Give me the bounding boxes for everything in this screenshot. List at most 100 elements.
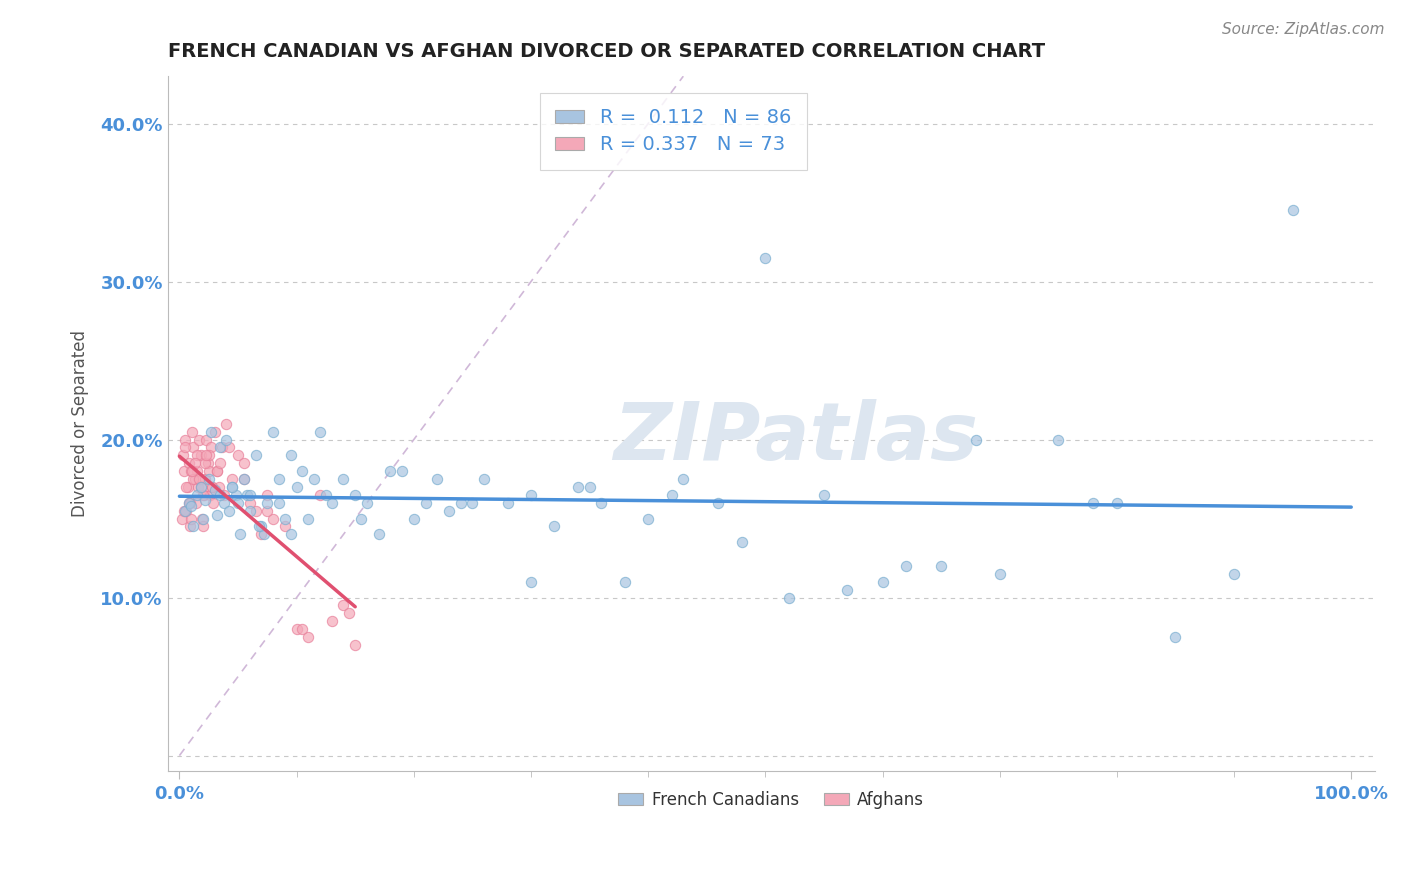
Point <box>170 511 193 525</box>
Point <box>402 511 425 525</box>
Point <box>661 488 683 502</box>
Point <box>461 496 484 510</box>
Point <box>172 449 194 463</box>
Point <box>321 496 343 510</box>
Point <box>280 449 302 463</box>
Point <box>190 449 212 463</box>
Legend: French Canadians, Afghans: French Canadians, Afghans <box>612 784 931 815</box>
Point <box>332 599 354 613</box>
Point <box>1281 203 1303 218</box>
Point <box>285 622 308 636</box>
Point <box>321 615 343 629</box>
Point <box>315 488 337 502</box>
Point <box>200 425 222 439</box>
Point <box>232 472 254 486</box>
Point <box>221 472 243 486</box>
Point <box>201 480 224 494</box>
Point <box>205 464 228 478</box>
Point <box>226 449 249 463</box>
Point <box>180 511 202 525</box>
Point <box>187 480 209 494</box>
Point <box>274 511 297 525</box>
Point <box>344 638 367 652</box>
Point <box>218 441 240 455</box>
Point <box>245 449 267 463</box>
Point <box>236 488 259 502</box>
Point <box>520 574 543 589</box>
Point <box>1164 630 1187 644</box>
Point <box>190 511 212 525</box>
Point <box>267 472 290 486</box>
Point <box>391 464 413 478</box>
Point <box>209 456 232 470</box>
Point <box>183 441 205 455</box>
Point <box>437 504 460 518</box>
Point <box>186 449 208 463</box>
Point <box>191 511 214 525</box>
Point <box>250 527 273 541</box>
Point <box>472 472 495 486</box>
Point <box>253 527 276 541</box>
Point <box>211 441 233 455</box>
Point <box>591 496 613 510</box>
Point <box>218 504 240 518</box>
Point <box>367 527 389 541</box>
Point <box>212 496 235 510</box>
Text: FRENCH CANADIAN VS AFGHAN DIVORCED OR SEPARATED CORRELATION CHART: FRENCH CANADIAN VS AFGHAN DIVORCED OR SE… <box>167 42 1045 61</box>
Point <box>450 496 472 510</box>
Point <box>637 511 659 525</box>
Point <box>197 456 219 470</box>
Point <box>180 464 202 478</box>
Point <box>215 417 238 431</box>
Point <box>731 535 754 549</box>
Point <box>186 488 208 502</box>
Point <box>194 492 217 507</box>
Point <box>181 464 204 478</box>
Point <box>194 472 217 486</box>
Point <box>232 472 254 486</box>
Point <box>177 456 200 470</box>
Y-axis label: Divorced or Separated: Divorced or Separated <box>72 330 89 517</box>
Point <box>872 574 894 589</box>
Point <box>200 441 222 455</box>
Point <box>190 480 212 494</box>
Point <box>179 519 201 533</box>
Point <box>174 433 197 447</box>
Point <box>302 472 325 486</box>
Point <box>988 566 1011 581</box>
Point <box>205 508 228 523</box>
Point <box>208 480 231 494</box>
Point <box>209 488 232 502</box>
Point <box>344 488 367 502</box>
Point <box>837 582 859 597</box>
Point <box>173 504 195 518</box>
Point <box>204 483 226 497</box>
Point <box>221 480 243 494</box>
Point <box>226 496 249 510</box>
Point <box>197 464 219 478</box>
Point <box>232 456 254 470</box>
Point <box>262 425 284 439</box>
Point <box>247 519 270 533</box>
Point <box>186 464 208 478</box>
Point <box>183 456 205 470</box>
Point <box>267 496 290 510</box>
Point <box>180 499 202 513</box>
Point <box>176 504 198 518</box>
Point <box>309 488 332 502</box>
Text: ZIPatlas: ZIPatlas <box>613 399 977 476</box>
Point <box>337 607 360 621</box>
Point <box>965 433 987 447</box>
Point <box>174 504 197 518</box>
Point <box>183 472 205 486</box>
Point <box>291 464 314 478</box>
Point <box>356 496 378 510</box>
Point <box>204 425 226 439</box>
Point <box>176 480 198 494</box>
Point <box>380 464 402 478</box>
Point <box>201 480 224 494</box>
Point <box>194 456 217 470</box>
Point <box>256 496 278 510</box>
Point <box>578 480 600 494</box>
Point <box>202 496 225 510</box>
